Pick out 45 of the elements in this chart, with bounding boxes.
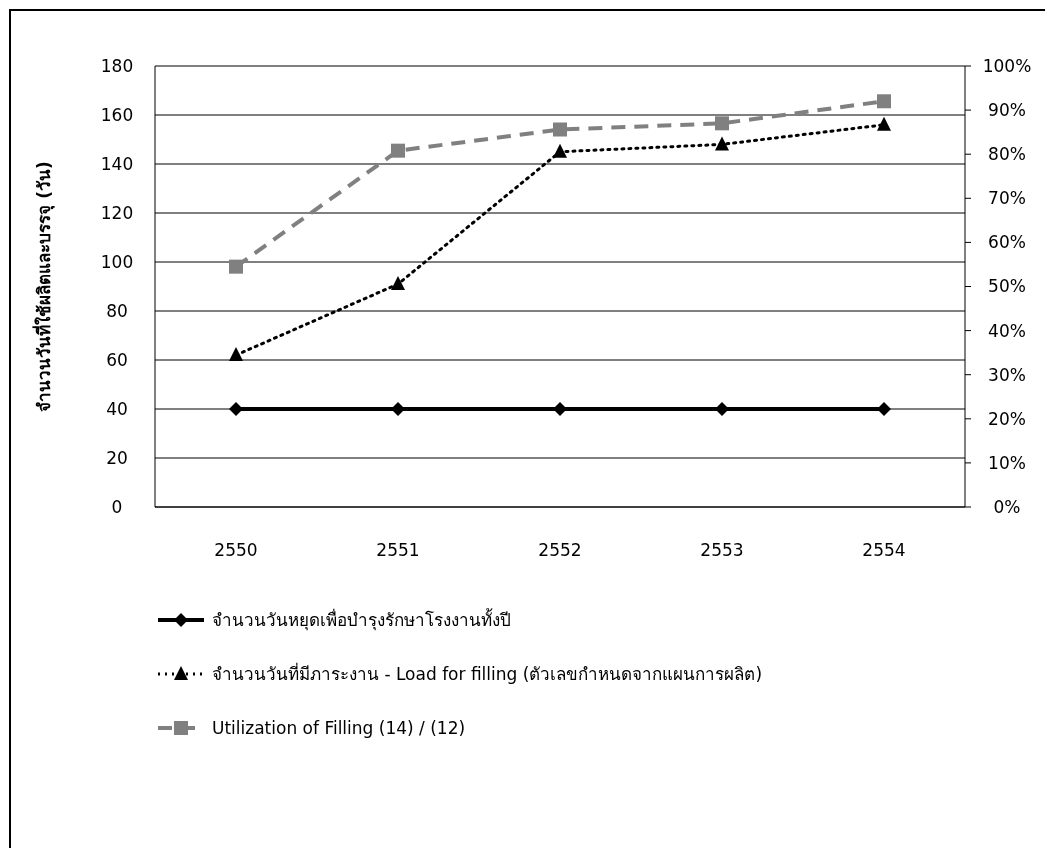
legend-label: Utilization of Filling (14) / (12) (212, 717, 466, 738)
point (391, 276, 405, 291)
point (229, 347, 243, 362)
y2-tick-label: 100% (982, 55, 1032, 76)
y2-tick-label: 60% (988, 232, 1026, 253)
y2-tick-label: 80% (988, 144, 1026, 165)
point (715, 402, 729, 416)
x-tick-label: 2552 (538, 540, 582, 560)
y-tick-label: 80 (106, 300, 128, 321)
y2-tick-label: 10% (988, 452, 1026, 473)
legend-label: จำนวนวันหยุดเพื่อบำรุงรักษาโรงงานทั้งปี (212, 607, 511, 631)
point (715, 136, 729, 151)
y-tick-label: 40 (106, 398, 128, 419)
x-tick-label: 2550 (214, 540, 258, 560)
point (391, 143, 405, 158)
x-tick-label: 2554 (862, 540, 906, 560)
point (877, 94, 891, 109)
point (877, 402, 891, 416)
y2-tick-label: 40% (988, 320, 1026, 341)
point (553, 122, 567, 137)
y-tick-label: 180 (100, 55, 134, 76)
point (391, 402, 405, 416)
y-tick-label: 100 (100, 251, 134, 272)
y2-tick-label: 0% (993, 496, 1021, 517)
y-tick-label: 20 (106, 447, 128, 468)
point (715, 116, 729, 131)
y2-tick-label: 70% (988, 188, 1026, 209)
y2-tick-label: 50% (988, 276, 1026, 297)
y-tick-label: 0 (111, 496, 123, 517)
y-tick-label: 160 (100, 104, 134, 125)
point (877, 116, 891, 131)
x-tick-label: 2551 (376, 540, 420, 560)
point (229, 259, 243, 274)
y2-tick-label: 20% (988, 408, 1026, 429)
x-tick-label: 2553 (700, 540, 744, 560)
y-tick-label: 60 (106, 349, 128, 370)
y2-tick-label: 30% (988, 364, 1026, 385)
point (553, 143, 567, 158)
point (229, 402, 243, 416)
point (553, 402, 567, 416)
y-tick-label: 140 (100, 153, 134, 174)
legend-label: จำนวนวันที่มีภาระงาน - Load for filling (ตัวเลขกำหนดจากแผนการผลิต) (212, 661, 763, 684)
y-axis-title: จำนวนวันที่ใช้ผลิตและบรรจุ (วัน) (32, 161, 55, 412)
y-tick-label: 120 (100, 202, 134, 223)
y2-tick-label: 90% (988, 100, 1026, 121)
